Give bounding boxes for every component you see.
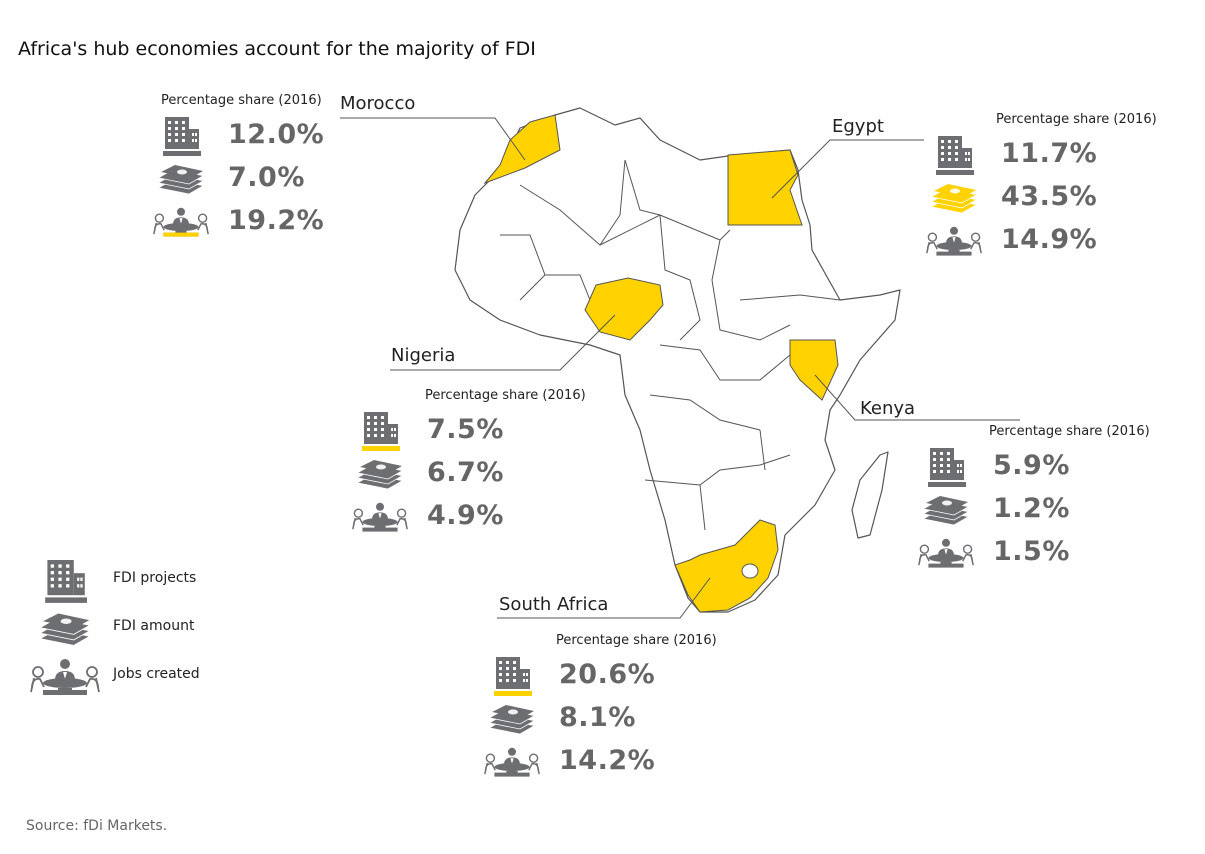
- money-stack-icon: [926, 179, 982, 219]
- panel-header: Percentage share (2016): [425, 388, 586, 403]
- country-label-south-africa: South Africa: [499, 594, 609, 615]
- legend-label: Jobs created: [113, 666, 200, 682]
- panel-header: Percentage share (2016): [996, 112, 1157, 127]
- office-building-icon: [494, 657, 532, 696]
- metric-row-jobs: 4.9%: [352, 498, 586, 541]
- value-jobs: 14.9%: [1001, 224, 1098, 255]
- country-label-morocco: Morocco: [340, 93, 416, 114]
- kenya-shape: [789, 339, 839, 401]
- chart-title: Africa's hub economies account for the m…: [18, 38, 536, 60]
- money-stack-icon: [918, 491, 974, 531]
- metric-row-amount: 43.5%: [926, 179, 1157, 222]
- office-building-icon: [926, 136, 982, 176]
- value-amount: 6.7%: [427, 457, 504, 488]
- metric-row-projects: 12.0%: [153, 117, 325, 160]
- panel-rows: 20.6% 8.1% 14.2%: [484, 657, 717, 786]
- value-projects: 20.6%: [559, 659, 656, 690]
- lesotho-shape: [741, 563, 759, 579]
- panel-header: Percentage share (2016): [989, 424, 1150, 439]
- meeting-table-icon: [484, 743, 540, 783]
- money-stack-icon: [352, 455, 408, 495]
- south-africa-shape: [674, 519, 779, 613]
- money-stack-icon: [153, 160, 209, 200]
- metric-row-amount: 7.0%: [153, 160, 322, 203]
- value-amount: 8.1%: [559, 702, 636, 733]
- panel-rows: 11.7% 43.5% 14.9%: [926, 136, 1157, 265]
- money-stack-icon: [484, 700, 540, 740]
- metric-row-projects: 5.9%: [918, 448, 1150, 491]
- value-projects: 12.0%: [228, 119, 325, 150]
- egypt-shape: [727, 149, 803, 226]
- panel-rows: 5.9% 1.2% 1.5%: [918, 448, 1150, 577]
- metric-row-jobs: 14.9%: [926, 222, 1157, 265]
- metric-row-amount: 1.2%: [918, 491, 1150, 534]
- panel-nigeria: Percentage share (2016) 7.5% 6.7% 4.9%: [352, 388, 586, 541]
- office-building-icon: [153, 117, 209, 157]
- metric-row-jobs: 1.5%: [918, 534, 1150, 577]
- nigeria-shape: [584, 277, 664, 341]
- value-jobs: 14.2%: [559, 745, 656, 776]
- meeting-table-icon: [926, 222, 982, 262]
- value-amount: 43.5%: [1001, 181, 1098, 212]
- value-jobs: 1.5%: [993, 536, 1070, 567]
- panel-morocco: Percentage share (2016) 12.0% 7.0% 19.2%: [153, 93, 325, 246]
- value-amount: 1.2%: [993, 493, 1070, 524]
- legend-label: FDI amount: [113, 618, 195, 634]
- office-building-icon: [362, 412, 400, 451]
- country-label-nigeria: Nigeria: [391, 345, 456, 366]
- panel-header: Percentage share (2016): [161, 93, 322, 108]
- meeting-table-icon: [352, 498, 408, 538]
- value-projects: 7.5%: [427, 414, 504, 445]
- metric-row-projects: 7.5%: [352, 412, 586, 455]
- morocco-shape: [483, 114, 561, 185]
- panel-egypt: Percentage share (2016) 11.7% 43.5% 14.9%: [926, 112, 1157, 265]
- legend-label: FDI projects: [113, 570, 197, 586]
- metric-row-amount: 6.7%: [352, 455, 586, 498]
- value-jobs: 4.9%: [427, 500, 504, 531]
- panel-header: Percentage share (2016): [556, 633, 717, 648]
- country-label-kenya: Kenya: [860, 398, 916, 419]
- panel-rows: 7.5% 6.7% 4.9%: [352, 412, 586, 541]
- metric-row-projects: 11.7%: [926, 136, 1157, 179]
- meeting-table-icon: [918, 534, 974, 574]
- source-note: Source: fDi Markets.: [26, 818, 168, 834]
- panel-kenya: Percentage share (2016) 5.9% 1.2% 1.5%: [918, 424, 1150, 577]
- madagascar-shape: [851, 451, 889, 539]
- value-projects: 5.9%: [993, 450, 1070, 481]
- metric-row-projects: 20.6%: [484, 657, 717, 700]
- panel-rows: 12.0% 7.0% 19.2%: [153, 117, 325, 246]
- metric-row-jobs: 19.2%: [153, 203, 325, 246]
- panel-south-africa: Percentage share (2016) 20.6% 8.1% 14.2%: [484, 633, 717, 786]
- money-stack-icon: [30, 608, 100, 652]
- value-projects: 11.7%: [1001, 138, 1098, 169]
- office-building-icon: [918, 448, 974, 488]
- value-jobs: 19.2%: [228, 205, 325, 236]
- metric-row-amount: 8.1%: [484, 700, 717, 743]
- metric-row-jobs: 14.2%: [484, 743, 717, 786]
- country-label-egypt: Egypt: [832, 116, 884, 137]
- meeting-table-icon: [153, 203, 209, 243]
- office-building-icon: [30, 560, 100, 604]
- meeting-table-icon: [30, 656, 100, 700]
- value-amount: 7.0%: [228, 162, 305, 193]
